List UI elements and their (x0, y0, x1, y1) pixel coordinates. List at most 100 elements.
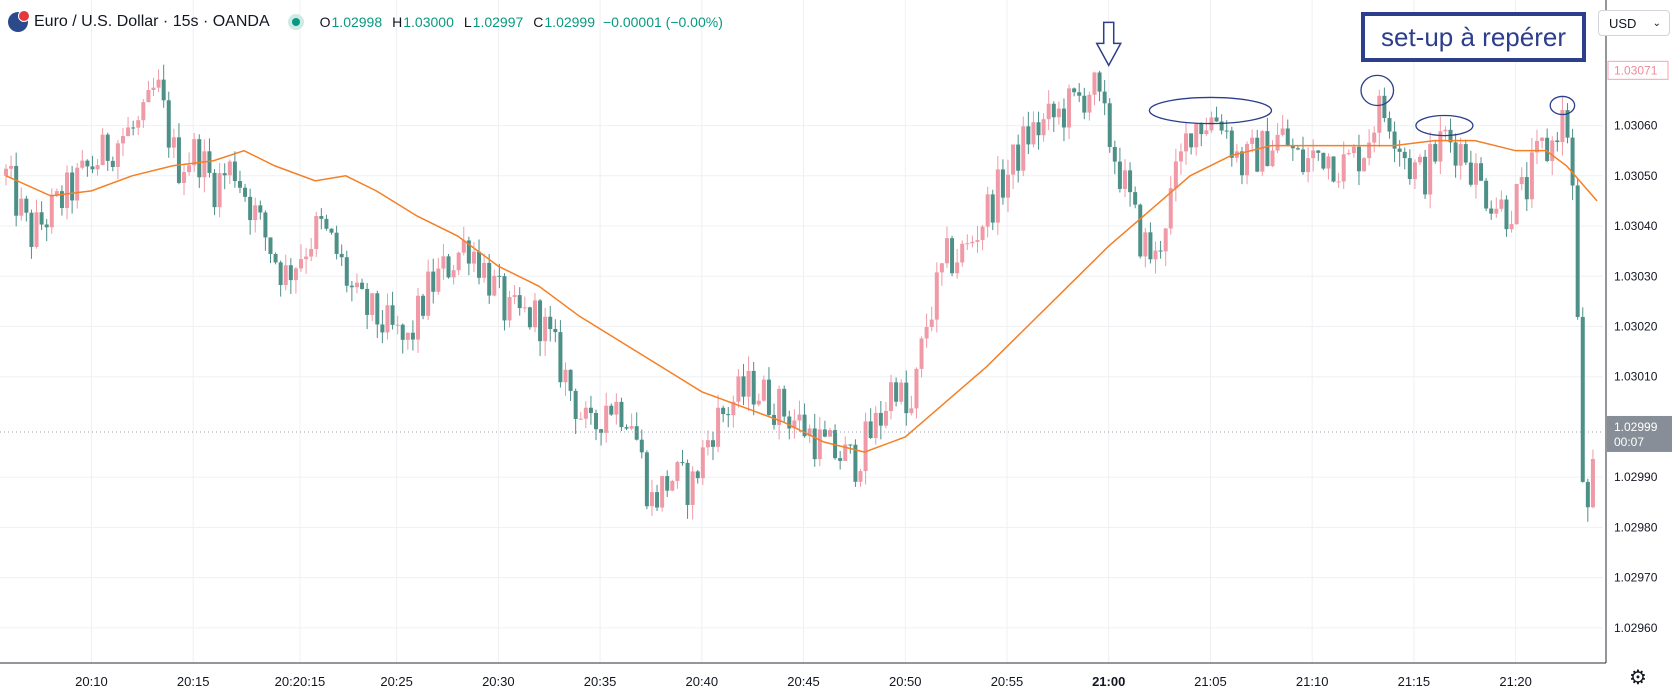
candle (1006, 159, 1011, 213)
candle-body (1331, 156, 1336, 182)
candle-body (1265, 131, 1270, 167)
candle (817, 417, 822, 467)
candle-body (202, 151, 207, 178)
candle-body (1270, 150, 1275, 167)
candle-body (1189, 133, 1194, 148)
candle (873, 406, 878, 445)
candle-body (975, 240, 980, 242)
candle-body (39, 212, 44, 225)
candle-body (197, 139, 202, 178)
candle (634, 412, 639, 441)
candle-body (1041, 119, 1046, 136)
candle (1458, 137, 1463, 180)
candle-body (237, 181, 242, 188)
candle (883, 401, 888, 429)
candle-body (482, 262, 487, 278)
candle (594, 409, 599, 441)
candle (1158, 240, 1163, 259)
candle (543, 307, 548, 356)
candle-body (822, 429, 827, 437)
candle (578, 412, 583, 420)
candle (1285, 119, 1290, 147)
candle-body (146, 89, 151, 103)
candle-body (1311, 150, 1316, 159)
candle-body (1351, 146, 1356, 154)
candle (665, 470, 670, 498)
candle (1082, 87, 1087, 120)
candle-body (90, 166, 95, 170)
candle-body (1529, 152, 1534, 200)
candle (192, 133, 197, 172)
candle (970, 235, 975, 248)
candle-body (390, 305, 395, 325)
symbol-title[interactable]: Euro / U.S. Dollar · 15s · OANDA (34, 13, 270, 30)
candle-body (1102, 91, 1107, 104)
candle (9, 155, 14, 179)
candle (1260, 129, 1265, 176)
candle-body (1468, 162, 1473, 185)
candle-body (675, 462, 680, 481)
candle-body (14, 165, 19, 216)
candle (370, 292, 375, 322)
candle-body (487, 262, 492, 296)
candle (466, 236, 471, 276)
candle-body (1402, 151, 1407, 159)
candle-body (176, 137, 181, 183)
candle-body (1326, 156, 1331, 169)
settings-gear-icon[interactable]: ⚙ (1629, 666, 1647, 689)
currency-label: USD (1609, 15, 1637, 31)
candle-body (512, 295, 517, 298)
candle (1250, 129, 1255, 153)
candle-body (1397, 148, 1402, 152)
candle (1087, 91, 1092, 121)
candle (1051, 101, 1056, 133)
annotation-text-box[interactable]: set-up à repérer (1361, 12, 1586, 62)
candle (965, 234, 970, 251)
candle-body (1433, 144, 1438, 162)
candle-body (1367, 142, 1372, 159)
candle (344, 250, 349, 293)
candle-body (1463, 144, 1468, 163)
candle (182, 165, 187, 196)
candle-body (990, 194, 995, 223)
candle-body (80, 160, 85, 168)
candle-body (705, 440, 710, 448)
candle-body (965, 243, 970, 245)
candle (482, 253, 487, 283)
candle-body (65, 172, 70, 208)
candle (1331, 156, 1336, 183)
candle-body (1138, 204, 1143, 257)
market-status-icon[interactable] (287, 14, 304, 30)
candle-body (604, 405, 609, 433)
candle-body (1117, 161, 1122, 189)
price-tick-label: 1.03010 (1614, 370, 1658, 384)
candle (1036, 111, 1041, 150)
candle-body (217, 173, 222, 208)
moving-average-line (5, 139, 1598, 453)
candle (1280, 114, 1285, 137)
candle (1102, 80, 1107, 116)
candle-body (309, 248, 314, 257)
candle-body (685, 462, 690, 505)
candle (1372, 126, 1377, 153)
candle-body (1280, 128, 1285, 135)
candle (166, 91, 171, 158)
currency-button[interactable]: USD ⌄ (1598, 10, 1670, 36)
candle-body (970, 241, 975, 244)
candle (324, 214, 329, 231)
candle-body (899, 382, 904, 402)
candle (761, 375, 766, 402)
candle (44, 218, 49, 242)
candle-body (1336, 181, 1341, 183)
candle (197, 134, 202, 188)
candle (960, 240, 965, 267)
candle (924, 313, 929, 348)
candle-body (329, 228, 334, 233)
candle-body (710, 440, 715, 447)
candle-body (878, 412, 883, 426)
candle-body (166, 100, 171, 148)
candle-body (527, 307, 532, 328)
candle-body (136, 120, 141, 128)
candle-body (614, 401, 619, 415)
